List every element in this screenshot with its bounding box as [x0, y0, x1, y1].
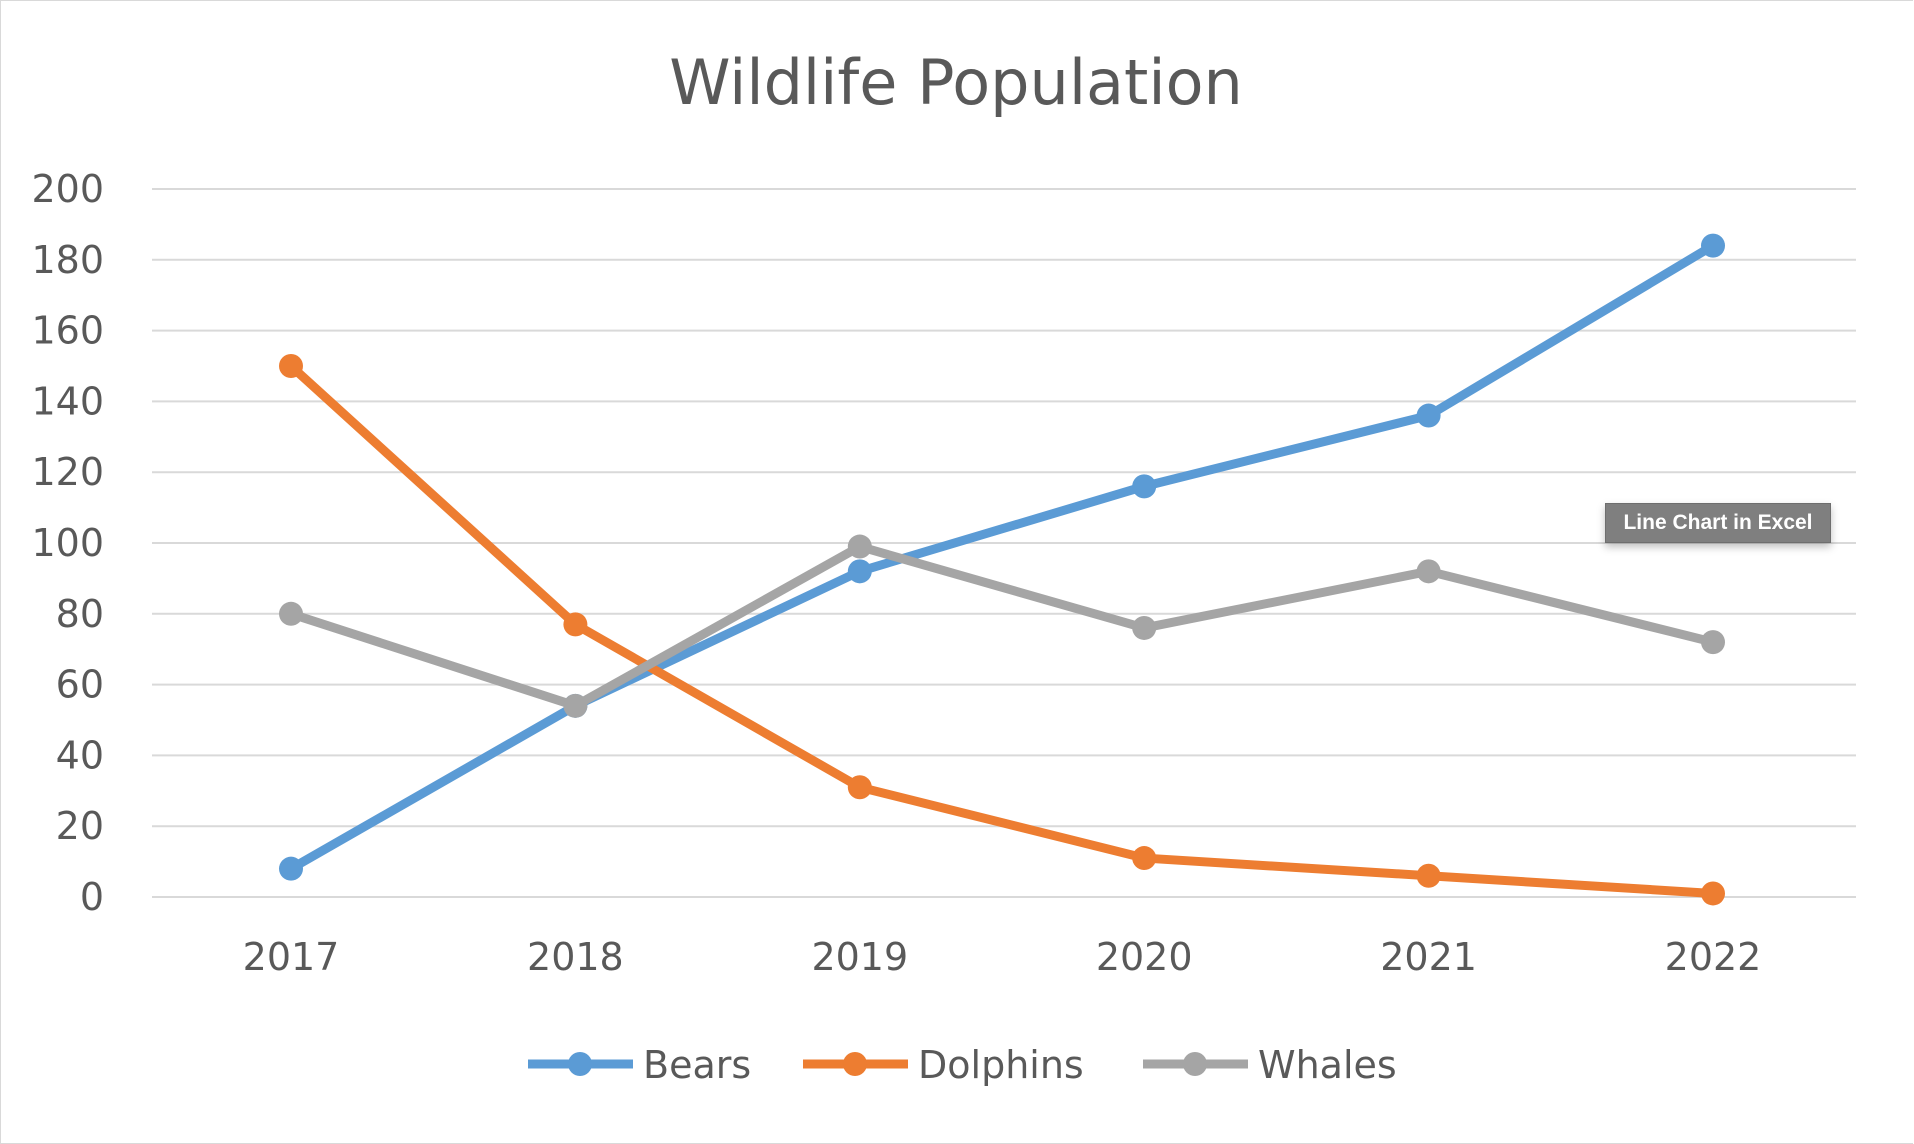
data-point [847, 775, 872, 800]
gridlines [152, 188, 1856, 898]
data-point [1132, 846, 1157, 871]
data-point [1701, 881, 1725, 906]
data-point [1701, 233, 1725, 258]
data-point [279, 856, 303, 881]
series-dolphins [279, 354, 1725, 906]
y-tick-label: 0 [80, 875, 104, 919]
legend-marker [568, 1052, 592, 1076]
data-point [1416, 863, 1441, 888]
data-point [563, 612, 588, 637]
legend: Bears Dolphins Whales [528, 1043, 1397, 1087]
y-tick-label: 80 [56, 592, 104, 636]
y-tick-label: 160 [31, 309, 104, 353]
x-tick-label: 2022 [1665, 935, 1762, 979]
data-point [563, 693, 588, 718]
legend-label: Bears [643, 1043, 751, 1087]
legend-item-dolphins: Dolphins [803, 1043, 1084, 1087]
series-line [286, 241, 1718, 874]
legend-item-whales: Whales [1143, 1043, 1397, 1087]
series-whales [279, 534, 1725, 718]
series-line [286, 361, 1718, 898]
data-point [279, 601, 303, 626]
data-point [1416, 403, 1441, 428]
series-lines [279, 233, 1725, 906]
series-bears [279, 233, 1725, 881]
data-point [279, 354, 303, 378]
y-tick-label: 20 [56, 804, 104, 848]
data-point [1132, 474, 1157, 499]
legend-item-bears: Bears [528, 1043, 751, 1087]
data-point [847, 559, 872, 584]
data-point [1416, 559, 1441, 584]
legend-marker [843, 1052, 867, 1076]
data-point [1701, 630, 1725, 655]
data-point [847, 534, 872, 559]
tooltip: Line Chart in Excel [1605, 503, 1831, 543]
x-tick-label: 2017 [243, 935, 340, 979]
y-tick-label: 140 [31, 379, 104, 423]
series-line [286, 542, 1718, 711]
x-tick-label: 2019 [811, 935, 908, 979]
y-tick-label: 180 [31, 238, 104, 282]
x-tick-label: 2018 [527, 935, 624, 979]
legend-label: Dolphins [918, 1043, 1084, 1087]
y-tick-label: 100 [31, 521, 104, 565]
legend-label: Whales [1258, 1043, 1397, 1087]
x-axis-ticks: 2017 2018 2019 2020 2021 2022 [243, 935, 1762, 979]
data-point [1132, 615, 1157, 640]
y-tick-label: 120 [31, 450, 104, 494]
y-axis-ticks: 0 20 40 60 80 100 120 140 160 180 200 [31, 167, 104, 919]
y-tick-label: 200 [31, 167, 104, 211]
chart-title: Wildlife Population [669, 46, 1243, 119]
y-tick-label: 60 [56, 663, 104, 707]
y-tick-label: 40 [56, 733, 104, 777]
x-tick-label: 2021 [1380, 935, 1477, 979]
legend-marker [1183, 1052, 1207, 1076]
x-tick-label: 2020 [1096, 935, 1193, 979]
